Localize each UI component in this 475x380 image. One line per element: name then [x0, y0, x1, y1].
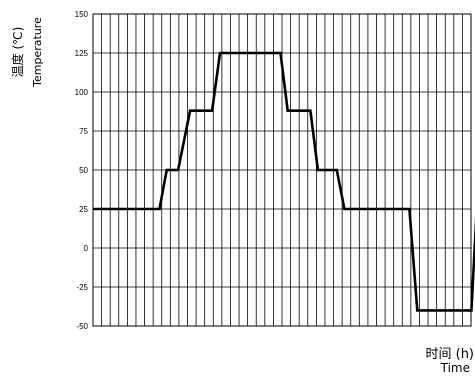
y-tick-label: 25 — [79, 205, 88, 214]
y-tick-label: 75 — [79, 127, 88, 136]
y-axis-title-en: Temperature — [31, 17, 44, 88]
x-axis-title-cn: 时间 (h) — [425, 347, 474, 362]
y-tick-labels: 150 125 100 75 50 25 0 -25 -50 — [75, 10, 89, 331]
y-tick-label: 50 — [79, 166, 88, 175]
axes — [92, 13, 472, 327]
y-tick-label: -25 — [76, 283, 88, 292]
grid-lines — [93, 13, 471, 327]
y-tick-label: -50 — [76, 322, 88, 331]
plot-border — [92, 13, 472, 327]
y-tick-label: 150 — [75, 10, 89, 19]
y-tick-label: 100 — [75, 88, 89, 97]
x-axis-title-en: Time — [440, 361, 470, 375]
y-tick-label: 0 — [84, 244, 89, 253]
y-tick-label: 125 — [75, 49, 89, 58]
y-axis-title-cn: 温度 (℃) — [10, 27, 25, 78]
series-line — [93, 51, 475, 312]
